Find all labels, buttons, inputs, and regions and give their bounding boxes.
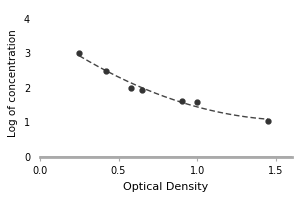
Y-axis label: Log of concentration: Log of concentration (8, 29, 18, 137)
X-axis label: Optical Density: Optical Density (123, 182, 208, 192)
